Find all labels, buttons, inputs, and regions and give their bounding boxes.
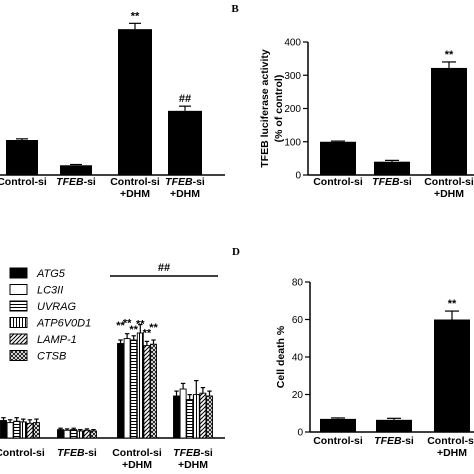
panel-c-bar-3-0 [19,421,27,439]
panel-d-bar-0 [320,418,356,432]
panel-c-bar-2-0 [13,420,21,439]
panel-c-bar-5-3 [206,395,213,439]
panel-c-legend-label-2: UVRAG [37,301,77,313]
panel-c-bar-0-0 [0,420,7,439]
panel-b-ytick-label-0: 0 [295,171,301,182]
panel-c-bar-1-3 [179,388,187,439]
panel-d-cat-0: Control-si [313,435,363,447]
panel-b-letter: B [231,3,239,15]
panel-d-cat-2: Control-si [427,435,474,447]
panel-b-ylabel-line2: (% of control) [273,75,285,143]
panel-b-ytick-label-2: 200 [284,104,301,115]
panel-d-ytick-label-0: 0 [297,428,303,439]
panel-b-cat-1: TFEB-si [372,176,412,188]
panel-c-annot-0-2: ** [116,320,125,332]
panel-c-annot-4-2: ** [143,327,152,339]
panel-d-bar-1 [376,419,412,432]
panel-c-annot-5-2: ** [149,322,158,334]
panel-c-cat-0: Control-si [0,447,45,459]
panel-c-bar-0-1 [57,429,64,439]
panel-b-bar-2 [431,67,467,175]
panel-c-bar-2-3 [186,399,194,439]
panel-c-bracket-label: ## [158,262,170,274]
panel-c-cat-2: Control-si [112,447,162,459]
panel-c-legend-swatch-2 [9,300,28,312]
panel-a-annot-3: ## [179,93,191,105]
panel-c-bar-3-3 [192,394,200,439]
panel-b-annot-2: ** [445,49,454,61]
panel-a-cat-2-line2: +DHM [120,188,150,200]
panel-c-bar-2-1 [70,429,78,439]
panel-c-bar-3-2 [136,332,144,439]
panel-d-cat-1: TFEB-si [374,435,414,447]
panel-c-bar-5-0 [33,422,40,439]
panel-c-bar-1-0 [6,422,14,439]
panel-c-bar-4-2 [143,345,151,439]
panel-a-bar-0 [6,140,38,175]
panel-c-legend-swatch-3 [9,317,28,328]
panel-c-legend-swatch-4 [9,333,28,345]
panel-a-bar-3 [168,110,202,175]
panel-d-ytick-label-3: 60 [292,315,304,326]
panel-c-bar-4-0 [26,422,34,439]
panel-c-legend-label-5: CTSB [37,351,66,363]
panel-c-cat-3-line2: +DHM [178,459,208,471]
panel-a-cat-2: Control-si [110,176,160,188]
panel-b-ytick-label-1: 100 [284,137,301,148]
panel-c-legend-swatch-1 [9,284,28,295]
panel-b-bar-0 [320,141,356,175]
panel-c-bar-2-2 [130,339,138,439]
panel-b-ytick-label-4: 400 [284,38,301,49]
panel-c-legend-label-1: LC3II [37,285,63,297]
panel-c-cat-2-line2: +DHM [122,459,152,471]
panel-d-cat-2-line2: +DHM [437,447,467,459]
panel-c-bar-3-1 [76,430,84,439]
panel-b-cat-2: Control-si [424,176,474,188]
panel-b-cat-0: Control-si [313,176,363,188]
panel-a-annot-2: ** [131,10,140,22]
panel-d-bar-2 [434,319,470,432]
panel-c-annot-1-2: ** [123,318,132,330]
panel-a-cat-1: TFEB-si [56,176,96,188]
panel-c-legend-swatch-5 [9,350,28,361]
panel-c-cat-1: TFEB-si [57,447,97,459]
panel-c-cat-3: TFEB-si [173,447,213,459]
panel-c-bar-5-2 [150,343,157,439]
panel-a-cat-3: TFEB-si [165,176,205,188]
panel-c-bar-5-1 [90,430,97,439]
panel-c-legend-label-4: LAMP-1 [37,334,77,346]
panel-a-cat-3-line2: +DHM [170,188,200,200]
panel-c-bar-4-3 [199,392,207,439]
panel-c-annot-3-2: ** [136,319,145,331]
panel-c-bar-0-3 [173,395,180,439]
panel-d-letter: D [232,246,240,258]
panel-c-annot-2-2: ** [129,324,138,336]
panel-a-bar-2 [118,29,152,175]
panel-b-ytick-label-3: 300 [284,71,301,82]
panel-d-ytick-label-2: 40 [292,353,304,364]
panel-c-bar-1-1 [63,429,71,439]
panel-c-bar-4-1 [83,429,91,439]
panel-d-ytick-label-4: 80 [292,278,304,289]
panel-c-bar-1-2 [123,338,131,439]
panel-b-cat-2-line2: +DHM [434,188,464,200]
panel-d-ylabel: Cell death % [275,325,287,388]
panel-a-cat-0: Control-si [0,176,47,188]
panel-c-legend-label-3: ATP6V0D1 [36,318,91,330]
panel-b-ylabel-line1: TFEB luciferase activity [259,49,271,168]
panel-b-bar-1 [374,161,410,175]
panel-a-bar-1 [60,165,92,175]
panel-c-legend-label-0: ATG5 [36,268,66,280]
panel-d-ytick-label-1: 20 [292,390,304,401]
panel-c-bar-0-2 [117,343,124,439]
panel-d-annot-2: ** [448,298,457,310]
panel-c-legend-swatch-0 [9,267,28,279]
